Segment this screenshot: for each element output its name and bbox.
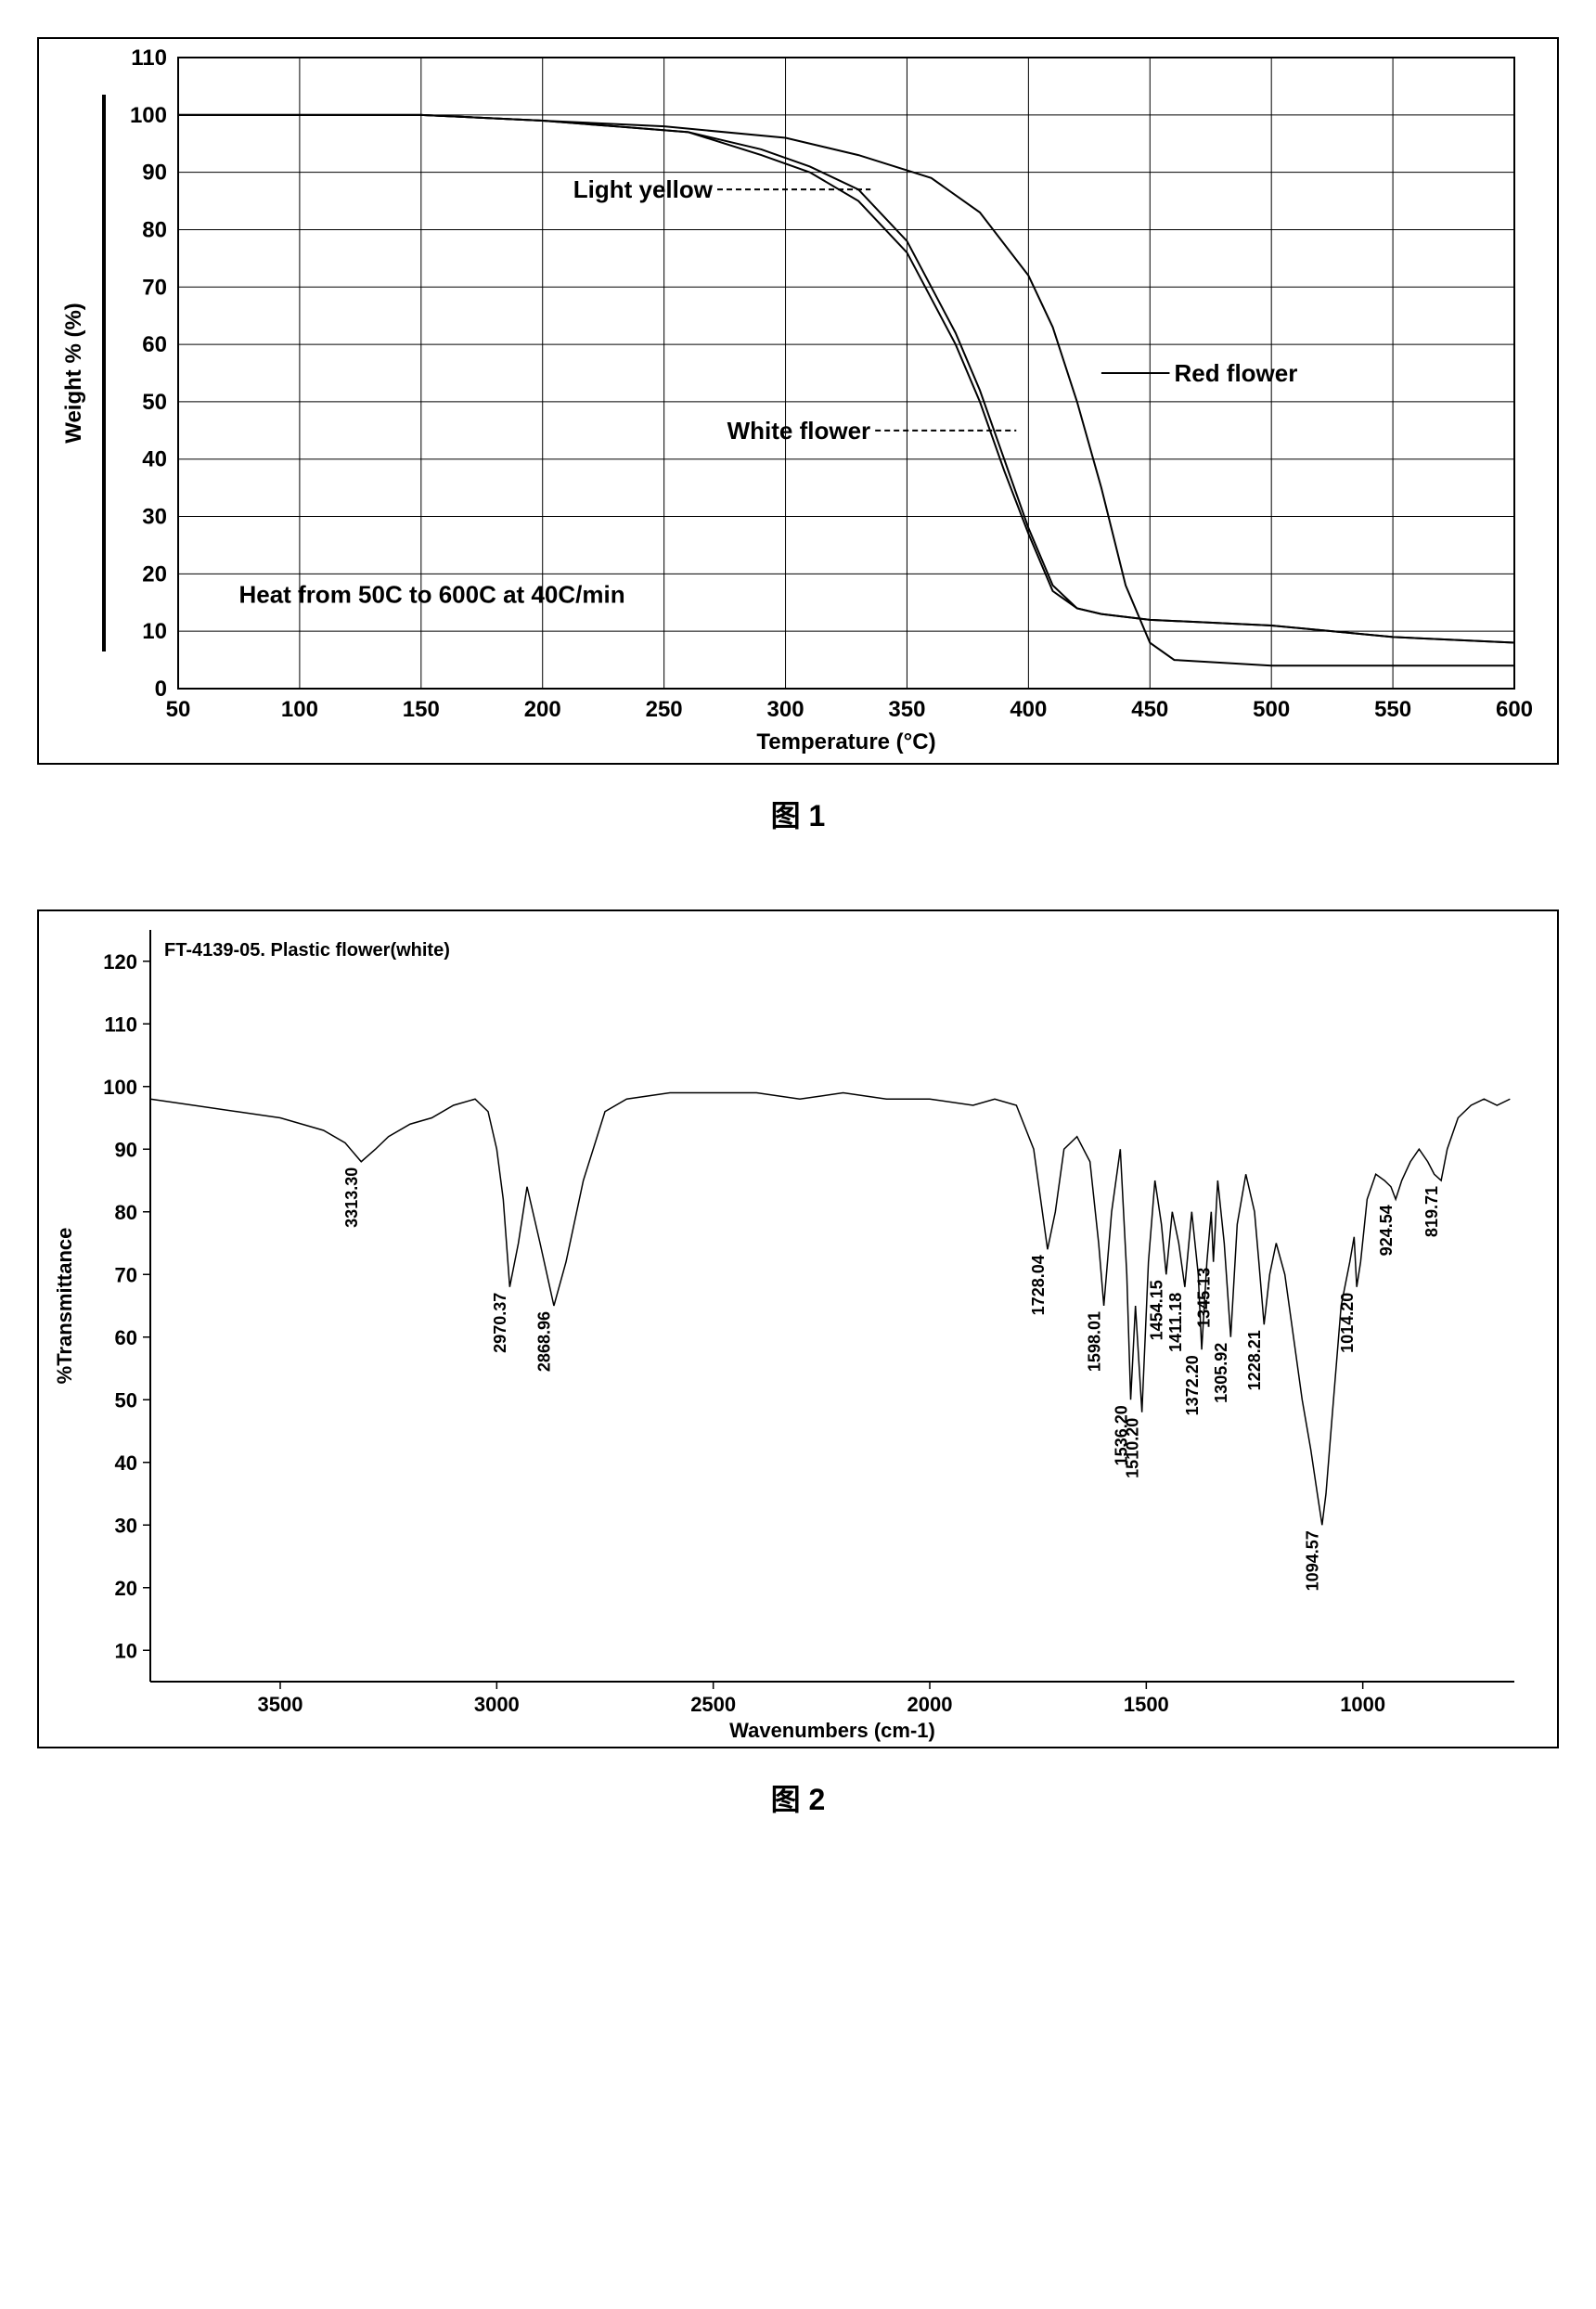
figure-2-caption: 图 2	[37, 1776, 1559, 1819]
svg-text:400: 400	[1010, 697, 1047, 722]
svg-text:350: 350	[888, 697, 925, 722]
svg-text:70: 70	[142, 275, 167, 300]
svg-text:Temperature (°C): Temperature (°C)	[756, 729, 935, 755]
svg-text:924.54: 924.54	[1377, 1205, 1396, 1256]
svg-text:1500: 1500	[1124, 1693, 1169, 1716]
svg-text:%Transmittance: %Transmittance	[53, 1228, 76, 1385]
figure-2-container: 3500 3000 2500 2000 1500 1000 10 20 30 40 50 60 70 80…	[37, 909, 1559, 1819]
svg-text:500: 500	[1253, 697, 1290, 722]
svg-text:60: 60	[142, 332, 167, 357]
svg-text:1014.20: 1014.20	[1338, 1293, 1357, 1353]
svg-text:30: 30	[115, 1514, 137, 1537]
svg-text:1372.20: 1372.20	[1183, 1355, 1202, 1415]
svg-text:Heat from 50C to 600C at 40C/m: Heat from 50C to 600C at 40C/min	[238, 580, 624, 608]
svg-text:FT-4139-05. Plastic flower(whi: FT-4139-05. Plastic flower(white)	[164, 940, 450, 961]
svg-text:1598.01: 1598.01	[1086, 1311, 1104, 1372]
svg-text:Red flower: Red flower	[1174, 359, 1297, 387]
svg-text:1728.04: 1728.04	[1029, 1255, 1048, 1315]
svg-text:3313.30: 3313.30	[342, 1167, 361, 1228]
svg-text:2000: 2000	[907, 1693, 953, 1716]
figure-1-chart: 50 100 150 200 250 300 350 400 450 500 550 600 0 10 20…	[37, 37, 1559, 765]
svg-text:1510.20: 1510.20	[1124, 1418, 1142, 1478]
svg-text:50: 50	[166, 697, 191, 722]
ftir-chart-svg: 3500 3000 2500 2000 1500 1000 10 20 30 40 50 60 70 80…	[39, 911, 1542, 1747]
svg-text:2500: 2500	[690, 1693, 736, 1716]
svg-text:100: 100	[281, 697, 318, 722]
svg-text:90: 90	[115, 1138, 137, 1161]
svg-text:120: 120	[103, 950, 137, 974]
svg-text:1305.92: 1305.92	[1212, 1343, 1230, 1403]
svg-text:819.71: 819.71	[1422, 1186, 1441, 1237]
svg-text:1228.21: 1228.21	[1245, 1330, 1264, 1390]
svg-text:1411.18: 1411.18	[1166, 1293, 1185, 1352]
figure-2-chart: 3500 3000 2500 2000 1500 1000 10 20 30 40 50 60 70 80…	[37, 909, 1559, 1748]
svg-text:10: 10	[115, 1639, 137, 1662]
svg-text:60: 60	[115, 1326, 137, 1349]
svg-text:Wavenumbers (cm-1): Wavenumbers (cm-1)	[729, 1719, 935, 1742]
svg-text:90: 90	[142, 161, 167, 186]
svg-text:1345.13: 1345.13	[1195, 1268, 1214, 1328]
svg-text:1000: 1000	[1340, 1693, 1385, 1716]
svg-text:50: 50	[142, 390, 167, 415]
svg-text:80: 80	[115, 1201, 137, 1224]
svg-text:50: 50	[115, 1388, 137, 1412]
svg-text:150: 150	[403, 697, 440, 722]
svg-text:0: 0	[155, 677, 167, 702]
svg-text:200: 200	[524, 697, 561, 722]
svg-text:450: 450	[1131, 697, 1168, 722]
svg-text:110: 110	[105, 1013, 138, 1036]
figure-1-container: 50 100 150 200 250 300 350 400 450 500 550 600 0 10 20…	[37, 37, 1559, 835]
svg-text:Light yellow: Light yellow	[573, 175, 714, 203]
svg-text:250: 250	[646, 697, 683, 722]
svg-text:550: 550	[1374, 697, 1411, 722]
svg-text:40: 40	[142, 447, 167, 472]
svg-text:110: 110	[131, 45, 167, 71]
svg-text:Weight % (%): Weight % (%)	[61, 303, 86, 444]
svg-text:3000: 3000	[474, 1693, 520, 1716]
svg-text:100: 100	[103, 1076, 137, 1099]
svg-text:300: 300	[767, 697, 804, 722]
svg-text:600: 600	[1496, 697, 1533, 722]
svg-text:80: 80	[142, 217, 167, 242]
svg-text:1094.57: 1094.57	[1304, 1530, 1322, 1591]
svg-text:1454.15: 1454.15	[1148, 1280, 1166, 1340]
svg-text:2970.37: 2970.37	[491, 1293, 509, 1353]
svg-text:40: 40	[115, 1451, 137, 1475]
svg-text:10: 10	[142, 619, 167, 644]
svg-text:3500: 3500	[258, 1693, 303, 1716]
figure-1-caption: 图 1	[37, 793, 1559, 835]
svg-text:2868.96: 2868.96	[534, 1311, 553, 1372]
svg-text:White flower: White flower	[727, 417, 871, 445]
tga-chart-svg: 50 100 150 200 250 300 350 400 450 500 550 600 0 10 20…	[39, 39, 1542, 763]
svg-text:30: 30	[142, 505, 167, 530]
svg-text:20: 20	[115, 1577, 137, 1600]
svg-text:20: 20	[142, 561, 167, 587]
svg-text:70: 70	[115, 1263, 137, 1286]
svg-text:100: 100	[130, 103, 167, 128]
